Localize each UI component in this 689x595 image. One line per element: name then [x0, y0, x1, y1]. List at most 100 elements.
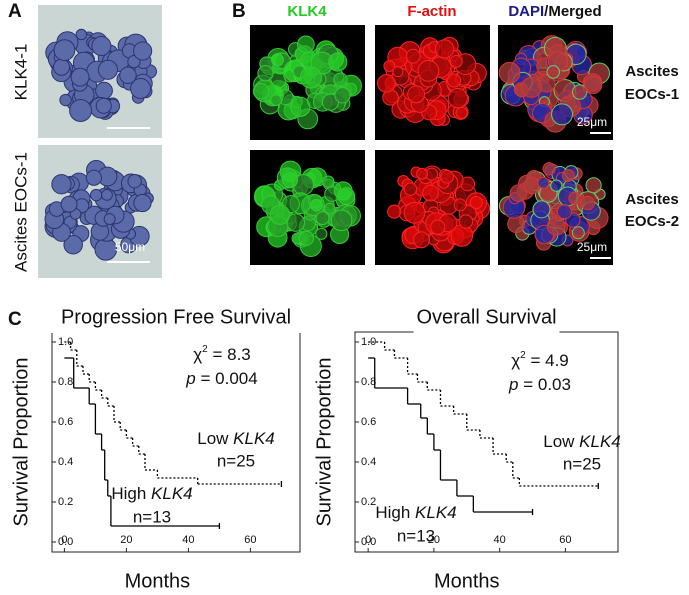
cell [299, 66, 322, 89]
cell [453, 198, 467, 212]
cell [334, 87, 351, 104]
scale-label: 25μm [577, 115, 607, 129]
row-label: EOCs-1 [625, 86, 679, 103]
x-tick-label: 0 [365, 534, 371, 546]
statistic: χ2 = 8.3 [193, 344, 251, 365]
curve-label-part: KLK4 [579, 432, 621, 451]
column-label: KLK4 [287, 3, 327, 20]
curve-label: High KLK4 [375, 503, 456, 522]
cell [95, 97, 112, 114]
x-tick-label: 40 [182, 534, 194, 546]
curve-label-part: KLK4 [415, 503, 457, 522]
statistic: χ2 = 4.9 [511, 350, 569, 371]
cell [133, 193, 152, 213]
cell [59, 93, 72, 107]
cell [449, 54, 463, 68]
micrograph [375, 25, 490, 140]
cell [405, 48, 421, 64]
cell [94, 237, 118, 261]
micrograph [250, 25, 365, 140]
cell [458, 214, 474, 229]
y-tick-label: 0.4 [361, 456, 376, 468]
cell [417, 60, 440, 82]
stat-part: 2 [202, 344, 208, 355]
stat-part: p [185, 369, 195, 388]
title-mask [413, 305, 560, 333]
statistic: p = 0.03 [508, 375, 571, 394]
curve-label: High KLK4 [111, 484, 192, 503]
stat-part: = 8.3 [208, 345, 251, 364]
cell [498, 61, 521, 84]
cell [133, 41, 153, 61]
stat-part: χ [511, 351, 520, 370]
curve-n: n=13 [397, 526, 435, 545]
row-label: EOCs-2 [625, 213, 679, 230]
x-axis-label: Months [125, 570, 191, 592]
cell [455, 106, 468, 119]
cell [269, 204, 291, 225]
cell [447, 88, 468, 109]
x-tick-label: 60 [559, 534, 571, 546]
chart-title: Progression Free Survival [61, 306, 291, 328]
cell [252, 83, 270, 100]
curve-label-part: KLK4 [151, 484, 193, 503]
title-mask [48, 305, 304, 333]
cell [52, 58, 71, 76]
cell [430, 219, 446, 235]
cell [315, 227, 328, 240]
cell [551, 103, 574, 126]
cell [63, 235, 83, 255]
y-axis-label: Survival Proportion [10, 358, 32, 527]
row-label: Ascites EOCs-1 [11, 152, 30, 272]
panel-label: B [232, 1, 246, 22]
y-tick-label: 0.6 [58, 416, 73, 428]
y-tick-label: 0.6 [361, 416, 376, 428]
curve-n: n=13 [133, 507, 171, 526]
cell [270, 53, 284, 67]
column-label-part: /Merged [544, 3, 602, 20]
x-tick-label: 0 [61, 534, 67, 546]
cell [91, 35, 112, 56]
y-tick-label: 0.4 [58, 456, 73, 468]
y-axis-label: Survival Proportion [313, 358, 335, 527]
y-tick-label: 0.0 [361, 536, 376, 548]
cell [333, 181, 353, 201]
x-tick-label: 20 [428, 534, 440, 546]
cell [101, 189, 113, 201]
column-label-part: KLK4 [287, 3, 327, 20]
cell [537, 176, 550, 189]
cell [310, 198, 323, 212]
scale-label: 25μm [577, 240, 607, 254]
stat-part: p [508, 375, 518, 394]
cell [103, 213, 116, 226]
x-axis-label: Months [434, 570, 500, 592]
curve-label-part: High [375, 503, 415, 522]
cell [509, 184, 528, 202]
cell [546, 217, 566, 236]
cell [546, 65, 560, 79]
cell [322, 175, 335, 188]
x-tick-label: 40 [494, 534, 506, 546]
micrograph [498, 150, 613, 265]
curve-label-part: KLK4 [233, 429, 275, 448]
micrograph [38, 5, 162, 138]
cell [315, 211, 330, 226]
curve-label: Low KLK4 [543, 432, 621, 451]
cell [296, 35, 315, 54]
micrograph [250, 150, 365, 265]
cell [70, 67, 90, 87]
column-label: F-actin [407, 3, 456, 20]
cell [127, 174, 142, 189]
cell [95, 81, 113, 100]
cell [422, 184, 439, 202]
curve-label-part: Low [543, 432, 579, 451]
cell [407, 85, 426, 104]
cell [580, 195, 595, 211]
cell [556, 204, 572, 220]
cell [333, 72, 348, 87]
curve-label: Low KLK4 [197, 429, 275, 448]
cell [257, 65, 274, 82]
cell [403, 201, 426, 224]
micrograph [498, 25, 613, 140]
